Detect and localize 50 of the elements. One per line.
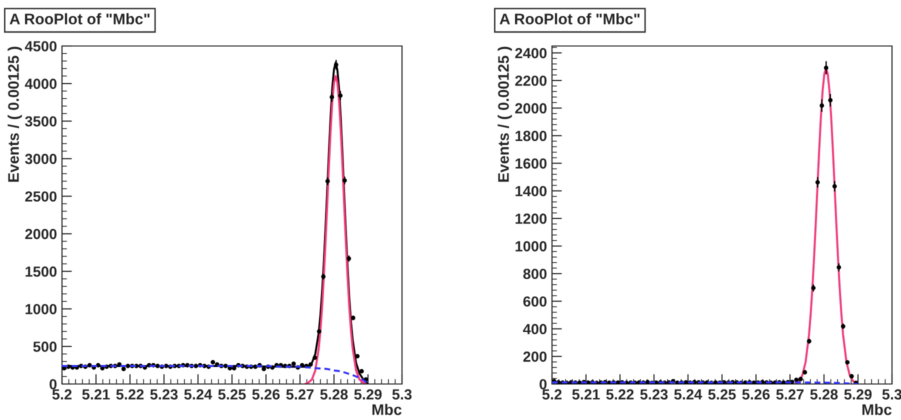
x-tick-label: 5.26	[252, 389, 280, 400]
x-tick-label: 5.2	[52, 389, 72, 400]
y-tick-label: 0	[50, 379, 57, 390]
x-tick-label: 5.3	[392, 389, 412, 400]
y-tick-label: 0	[540, 379, 547, 390]
y-tick-label: 200	[523, 352, 547, 362]
x-tick-label: 5.23	[640, 389, 668, 400]
x-tick-label: 5.24	[674, 389, 702, 400]
y-tick-label: 2200	[515, 76, 547, 86]
x-tick-label: 5.28	[320, 389, 348, 400]
x-tick-label: 5.27	[286, 389, 314, 400]
x-tick-label: 5.22	[606, 389, 634, 400]
y-tick-label: 2400	[515, 48, 547, 58]
x-axis-title: Mbc	[372, 404, 402, 416]
y-tick-label: 2500	[25, 191, 57, 202]
x-tick-label: 5.29	[844, 389, 872, 400]
chart-title: A RooPlot of "Mbc"	[500, 13, 640, 24]
y-tick-label: 1000	[26, 304, 57, 314]
x-tick-label: 5.29	[354, 389, 382, 400]
x-tick-label: 5.26	[742, 389, 770, 400]
x-tick-label: 5.21	[572, 389, 600, 400]
y-tick-label: 400	[523, 324, 547, 334]
y-axis-title: Events / ( 0.00125 )	[8, 46, 22, 182]
x-tick-label: 5.24	[184, 389, 212, 400]
y-tick-label: 1200	[516, 214, 547, 224]
y-tick-label: 1000	[516, 241, 547, 252]
y-axis-title: Events / ( 0.00125 )	[498, 46, 512, 182]
x-tick-label: 5.21	[82, 389, 110, 400]
y-tick-label: 600	[523, 296, 547, 307]
y-tick-label: 4500	[24, 41, 57, 52]
x-tick-label: 5.2	[542, 389, 562, 400]
y-tick-label: 1800	[516, 130, 547, 142]
y-tick-label: 4000	[24, 78, 57, 89]
y-tick-label: 2000	[515, 103, 547, 114]
y-tick-label: 2000	[25, 228, 57, 240]
y-tick-label: 1600	[516, 158, 547, 169]
chart-title: A RooPlot of "Mbc"	[10, 13, 150, 24]
y-tick-label: 1500	[26, 266, 57, 277]
y-tick-label: 800	[523, 268, 547, 280]
x-tick-label: 5.25	[218, 389, 246, 400]
x-tick-label: 5.22	[116, 389, 144, 400]
y-tick-label: 3000	[25, 154, 57, 164]
x-axis-title: Mbc	[862, 404, 892, 416]
x-tick-label: 5.27	[776, 389, 804, 400]
x-tick-label: 5.23	[150, 389, 178, 400]
y-tick-label: 3500	[25, 116, 57, 127]
x-tick-label: 5.28	[810, 389, 838, 400]
y-tick-label: 1400	[516, 186, 547, 196]
y-tick-label: 500	[33, 342, 57, 352]
x-tick-label: 5.25	[708, 389, 736, 400]
